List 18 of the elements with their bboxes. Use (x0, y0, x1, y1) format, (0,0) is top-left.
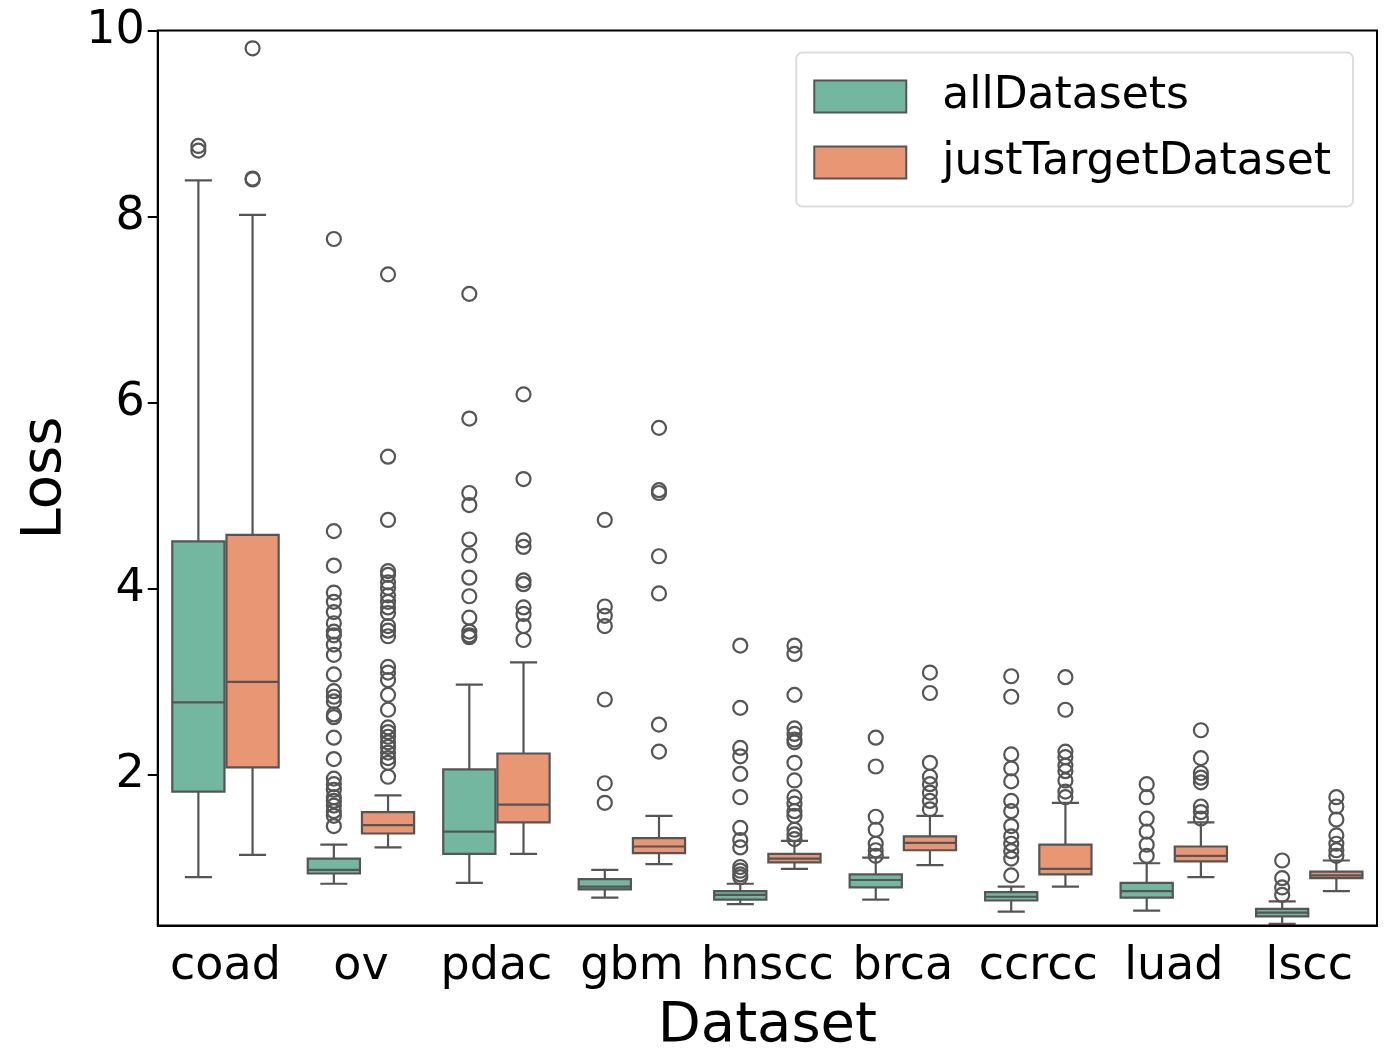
y-tick-label: 4 (115, 557, 145, 612)
y-tick-label: 10 (86, 0, 145, 54)
x-tick-label: coad (170, 936, 281, 991)
x-tick-label: luad (1124, 936, 1224, 991)
x-tick-label: pdac (440, 936, 553, 991)
x-tick-label: gbm (580, 936, 684, 991)
x-tick-label: hnscc (700, 936, 834, 991)
x-tick-label: ov (333, 936, 389, 991)
y-axis-title: Loss (8, 416, 74, 540)
legend-label: allDatasets (942, 67, 1189, 119)
x-tick-label: lscc (1265, 936, 1353, 991)
x-tick-label: brca (852, 936, 954, 991)
legend-label: justTargetDataset (941, 133, 1331, 185)
x-tick-label: ccrcc (978, 936, 1098, 991)
y-tick-label: 8 (115, 185, 145, 240)
y-tick-label: 2 (115, 743, 145, 798)
x-axis-title: Dataset (657, 988, 878, 1054)
y-tick-label: 6 (115, 371, 145, 426)
